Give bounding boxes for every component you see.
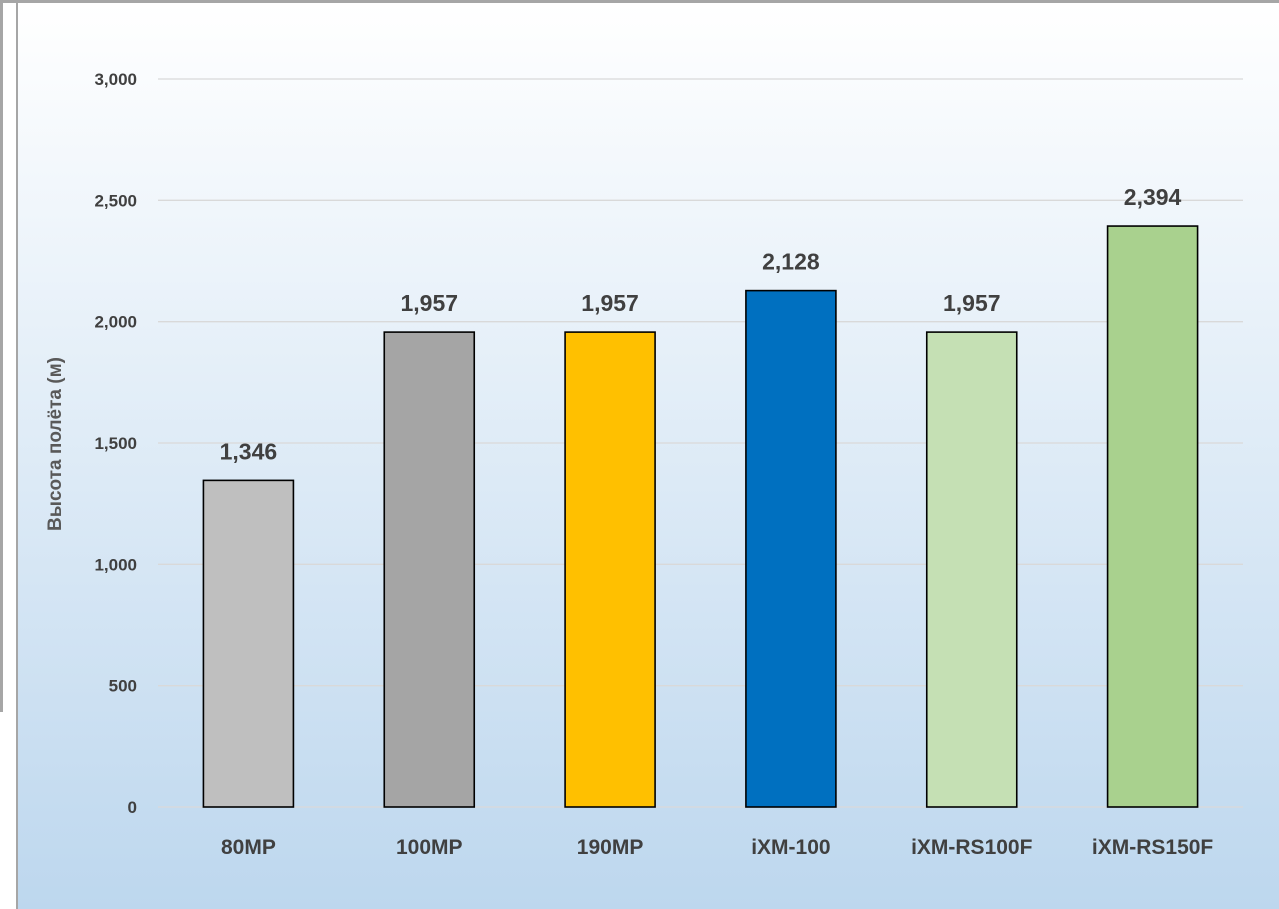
bar <box>564 331 656 808</box>
y-tick-label: 1,000 <box>94 555 137 574</box>
data-label: 1,957 <box>943 290 1001 316</box>
y-tick-label: 2,000 <box>94 313 137 332</box>
x-tick-label: iXM-RS150F <box>1092 836 1214 859</box>
top-frame-line <box>0 0 1279 3</box>
inner-frame-line <box>16 0 19 909</box>
bar <box>925 331 1018 808</box>
x-tick-label: iXM-RS100F <box>911 836 1033 859</box>
data-label: 2,128 <box>762 249 820 275</box>
gridlines <box>158 78 1243 808</box>
bars <box>202 225 1199 808</box>
data-label: 1,957 <box>400 290 458 316</box>
x-tick-label: iXM-100 <box>751 836 830 859</box>
bar <box>745 289 837 808</box>
y-axis-title: Высота полёта (м) <box>45 357 66 531</box>
bar <box>1106 225 1199 808</box>
y-axis-ticks: 0 500 1,000 1,500 2,000 2,500 3,000 <box>94 70 137 817</box>
y-tick-label: 2,500 <box>94 191 137 210</box>
bar <box>383 331 476 808</box>
y-tick-label: 1,500 <box>94 434 137 453</box>
data-label: 2,394 <box>1124 184 1182 210</box>
data-label: 1,346 <box>220 438 278 464</box>
y-tick-label: 500 <box>109 677 137 696</box>
x-tick-label: 100MP <box>396 836 463 859</box>
data-labels: 1,346 1,957 1,957 2,128 1,957 2,394 <box>220 184 1182 464</box>
x-tick-label: 80MP <box>221 836 276 859</box>
x-tick-label: 190MP <box>577 836 644 859</box>
left-frame-line <box>0 0 3 712</box>
y-tick-label: 0 <box>128 798 137 817</box>
x-axis-ticks: 80MP 100MP 190MP iXM-100 iXM-RS100F iXM-RS150… <box>221 836 1213 859</box>
bar <box>202 479 295 808</box>
data-label: 1,957 <box>581 290 639 316</box>
y-tick-label: 3,000 <box>94 70 137 89</box>
